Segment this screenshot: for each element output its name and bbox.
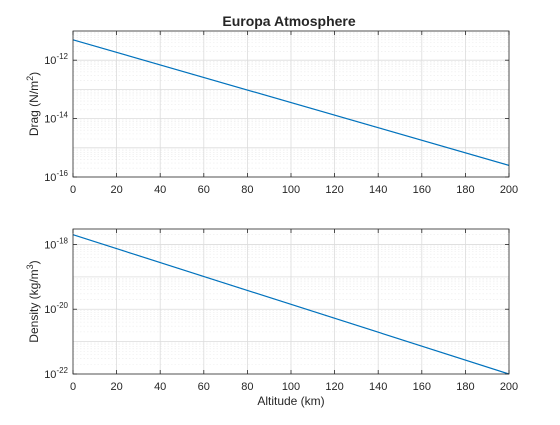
density-y-label-sup: 3 <box>25 264 35 269</box>
drag-y-label-main: Drag (N/m <box>27 81 41 136</box>
density-x-tick-label: 80 <box>241 381 253 393</box>
drag-x-tick-label: 160 <box>413 184 431 196</box>
density-x-tick-label: 40 <box>154 381 166 393</box>
drag-y-tick-label: 10-16 <box>44 169 68 184</box>
drag-y-label-tail: ) <box>27 72 41 76</box>
density-x-tick-label: 0 <box>70 381 76 393</box>
density-subplot: 0 20 40 60 80 100 120 140 160 180 20010-1810-2010-… <box>25 228 518 408</box>
density-y-tick-base: 10 <box>44 239 56 251</box>
drag-y-tick-label: 10-14 <box>44 111 68 126</box>
density-y-label-tail: ) <box>27 260 41 264</box>
density-x-tick-label: 20 <box>110 381 122 393</box>
density-x-axis-label: Altitude (km) <box>257 394 324 408</box>
density-x-tick-label: 100 <box>282 381 300 393</box>
density-grid <box>73 229 509 374</box>
drag-y-tick-base: 10 <box>44 114 56 126</box>
drag-x-tick-label: 80 <box>241 184 253 196</box>
density-y-tick-exponent: -18 <box>56 236 68 245</box>
density-x-tick-label: 180 <box>456 381 474 393</box>
drag-x-tick-label: 200 <box>500 184 518 196</box>
density-y-tick-base: 10 <box>44 304 56 316</box>
figure-title: Europa Atmosphere <box>222 13 355 29</box>
density-y-tick-label: 10-22 <box>44 366 68 381</box>
drag-x-tick-label: 40 <box>154 184 166 196</box>
drag-x-tick-label: 120 <box>325 184 343 196</box>
drag-x-tick-label: 20 <box>110 184 122 196</box>
density-y-tick-label: 10-18 <box>44 236 68 251</box>
density-y-tick-exponent: -20 <box>56 301 68 310</box>
drag-y-tick-base: 10 <box>44 55 56 67</box>
drag-y-tick-exponent: -12 <box>56 52 68 61</box>
density-x-tick-label: 140 <box>369 381 387 393</box>
density-y-tick-label: 10-20 <box>44 301 68 316</box>
drag-series-line <box>72 39 510 166</box>
density-y-tick-exponent: -22 <box>56 366 68 375</box>
drag-y-tick-exponent: -16 <box>56 169 68 178</box>
drag-x-tick-label: 0 <box>70 184 76 196</box>
density-y-tick-base: 10 <box>44 369 56 381</box>
drag-y-axis-label: Drag (N/m2) <box>25 72 41 136</box>
drag-x-tick-label: 140 <box>369 184 387 196</box>
drag-x-tick-label: 60 <box>198 184 210 196</box>
density-x-tick-label: 200 <box>500 381 518 393</box>
drag-y-tick-exponent: -14 <box>56 111 68 120</box>
drag-x-tick-label: 180 <box>456 184 474 196</box>
density-series-line <box>72 234 510 375</box>
drag-y-tick-base: 10 <box>44 172 56 184</box>
density-x-tick-label: 60 <box>198 381 210 393</box>
drag-y-tick-label: 10-12 <box>44 52 68 67</box>
density-x-tick-label: 160 <box>413 381 431 393</box>
density-x-tick-label: 120 <box>325 381 343 393</box>
drag-x-tick-label: 100 <box>282 184 300 196</box>
drag-grid <box>73 31 509 177</box>
drag-subplot: 0 20 40 60 80 100 120 140 160 180 20010-1210-1410-… <box>25 30 518 196</box>
drag-y-label-sup: 2 <box>25 76 35 81</box>
density-y-axis-label: Density (kg/m3) <box>25 260 41 342</box>
density-y-label-main: Density (kg/m <box>27 269 41 342</box>
